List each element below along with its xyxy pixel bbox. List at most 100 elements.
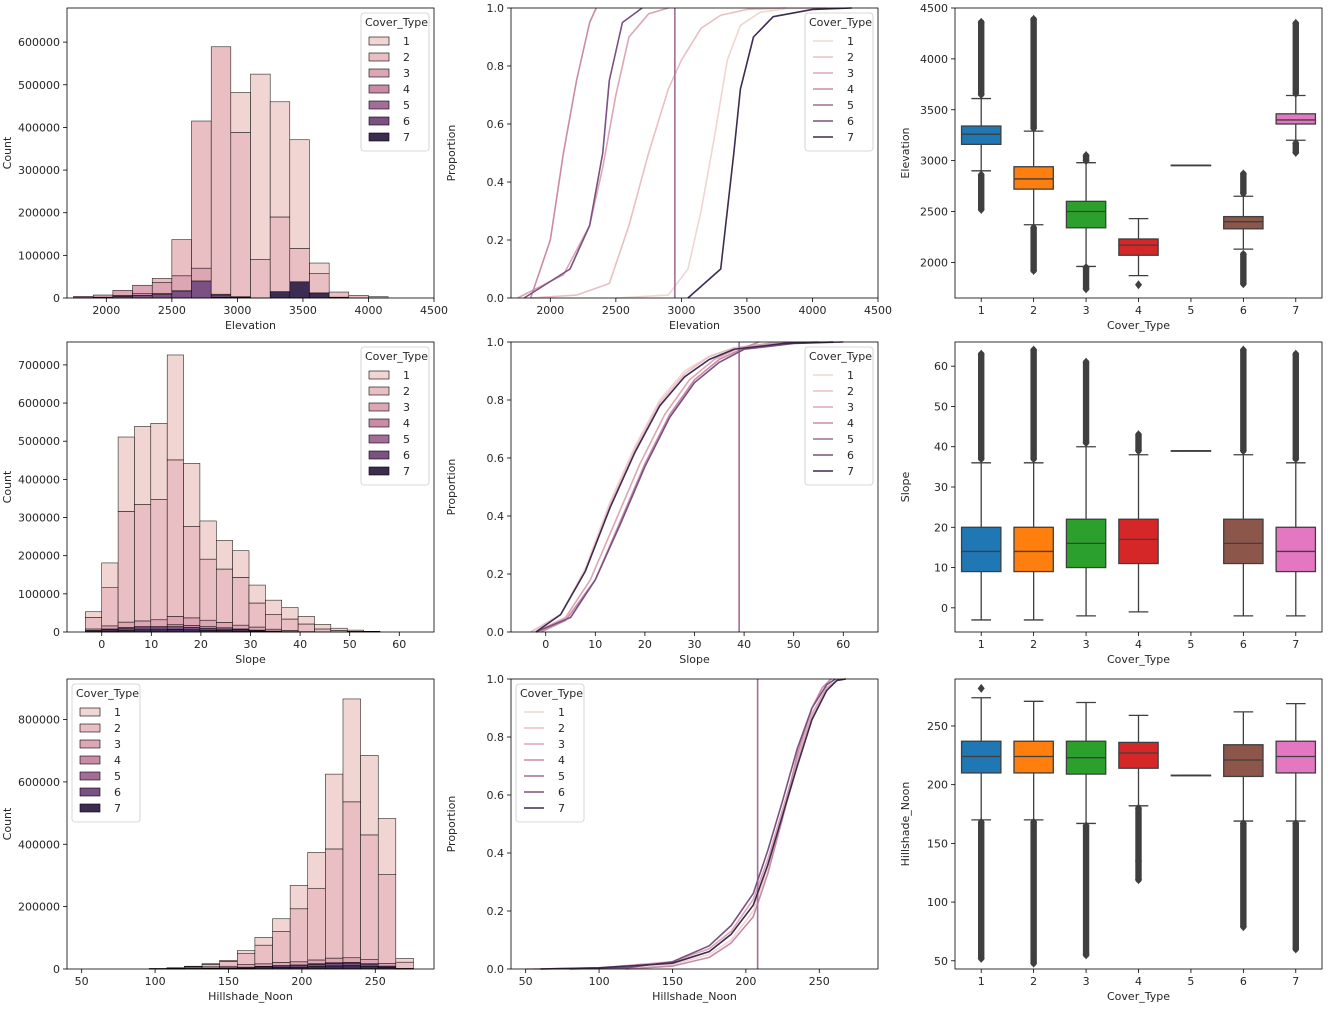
ecdf-elevation-series-7 — [687, 7, 852, 299]
hist-slope-bar — [199, 520, 217, 560]
hist-elevation-bar — [210, 294, 232, 298]
hist-hillshade-bar — [342, 957, 361, 963]
hist-slope-bar — [248, 626, 266, 631]
hist-elevation: 2000 2500 3000 3500 4000 4500 0 100000 200000 300… — [1, 7, 448, 332]
box-hillshade-flier — [1135, 875, 1142, 885]
box-elevation-xtick-label: 4 — [1135, 304, 1142, 317]
hist-hillshade-bar — [342, 962, 361, 966]
ecdf-slope-legend-label: 3 — [847, 401, 854, 414]
hist-elevation-ytick-label: 100000 — [18, 249, 60, 262]
hist-hillshade-bar — [325, 965, 344, 970]
hist-hillshade-bar — [272, 931, 291, 963]
hist-hillshade-bar — [201, 964, 220, 968]
hist-slope-bar — [199, 558, 217, 621]
hist-elevation-bar — [269, 216, 291, 292]
hist-slope-ytick-label: 700000 — [18, 359, 60, 372]
box-hillshade-xtick-label: 7 — [1292, 975, 1299, 988]
hist-hillshade-bar — [342, 698, 361, 803]
hist-slope-bar — [232, 624, 250, 630]
ecdf-elevation-ytick-label: 0.6 — [487, 118, 505, 131]
hist-hillshade-legend-label: 2 — [114, 722, 121, 735]
ecdf-slope-xlabel: Slope — [679, 653, 710, 666]
box-slope-xtick-label: 3 — [1083, 638, 1090, 651]
box-slope-xtick-label: 2 — [1030, 638, 1037, 651]
hist-hillshade-ylabel: Count — [1, 807, 14, 840]
box-elevation-ytick-label: 4000 — [920, 53, 948, 66]
ecdf-elevation-legend-label: 3 — [847, 67, 854, 80]
box-slope-xtick-label: 5 — [1187, 638, 1194, 651]
box-hillshade-flier — [977, 817, 985, 827]
hist-hillshade-bar — [377, 874, 397, 964]
hist-elevation-bar — [132, 293, 153, 296]
ecdf-hillshade-ytick-label: 0.6 — [487, 789, 505, 802]
hist-elevation-frame — [66, 7, 435, 299]
box-elevation-box-1 — [960, 125, 1002, 146]
hist-elevation-xtick-label: 2500 — [158, 304, 186, 317]
hist-slope-xtick-label: 40 — [293, 638, 307, 651]
hist-elevation-legend-swatch — [368, 36, 390, 46]
hist-hillshade-bar — [307, 964, 326, 967]
ecdf-elevation-xtick-label: 2500 — [602, 304, 630, 317]
hist-hillshade-bar — [201, 963, 220, 965]
hist-slope-bar — [101, 587, 119, 627]
hist-hillshade-ytick-label: 0 — [53, 963, 60, 976]
hist-hillshade-bar — [377, 818, 397, 875]
ecdf-slope-xtick-label: 20 — [638, 638, 652, 651]
hist-slope-bar — [183, 627, 201, 630]
ecdf-hillshade-xtick-label: 100 — [589, 975, 610, 988]
hist-slope-bar — [166, 624, 184, 627]
hist-slope-legend-label: 7 — [403, 465, 410, 478]
box-hillshade-box-4 — [1118, 741, 1159, 769]
hist-slope-bar — [166, 626, 184, 630]
ecdf-hillshade: 50 100 150 200 250 0.0 0.2 0.4 0.6 0.8 1.0 Hillshad… — [445, 673, 879, 1003]
hist-slope-legend-title: Cover_Type — [365, 350, 428, 363]
ecdf-hillshade-legend-label: 3 — [558, 738, 565, 751]
hist-slope-bar — [117, 621, 135, 628]
hist-elevation-ytick-label: 600000 — [18, 36, 60, 49]
box-slope-flier-band — [1240, 347, 1247, 454]
hist-elevation-bar — [289, 139, 310, 249]
hist-hillshade-ytick-label: 800000 — [18, 714, 60, 727]
hist-elevation-bar — [191, 267, 212, 282]
hist-hillshade-bar — [395, 958, 414, 963]
box-slope-flier — [1135, 430, 1142, 440]
hist-elevation-ytick-label: 400000 — [18, 121, 60, 134]
ecdf-elevation-ytick-label: 0.2 — [487, 234, 505, 247]
hist-hillshade-ytick-label: 400000 — [18, 838, 60, 851]
ecdf-slope-series-6 — [535, 341, 844, 633]
box-elevation-flier-band — [978, 19, 985, 98]
ecdf-slope-ytick-label: 1.0 — [487, 336, 505, 349]
hist-slope-bar — [248, 602, 266, 628]
box-slope-ytick-label: 10 — [934, 562, 948, 575]
box-elevation-xtick-label: 6 — [1240, 304, 1247, 317]
box-elevation-flier — [1030, 223, 1038, 233]
hist-slope-bar — [265, 599, 282, 615]
hist-slope-bar — [150, 423, 168, 500]
hist-elevation-legend-label: 6 — [403, 115, 410, 128]
ecdf-hillshade-legend-label: 7 — [558, 802, 565, 815]
box-elevation-ytick-label: 3500 — [920, 104, 948, 117]
ecdf-elevation-legend-frame — [804, 12, 874, 152]
hist-elevation-bar — [250, 259, 271, 299]
hist-hillshade-bar — [289, 961, 309, 966]
hist-hillshade-bar — [254, 944, 273, 965]
hist-elevation-bar — [309, 292, 330, 299]
box-elevation-ytick-label: 2500 — [920, 206, 948, 219]
ecdf-elevation-legend-label: 5 — [847, 99, 854, 112]
box-elevation: 1 2 3 4 5 6 7 2000 2500 3000 3500 4000 4500 Cover_Typ… — [899, 2, 1323, 332]
hist-hillshade-bar — [289, 908, 309, 963]
box-hillshade-flier — [1030, 817, 1038, 827]
hist-slope-xlabel: Slope — [235, 653, 266, 666]
hist-elevation-bar — [191, 120, 212, 269]
ecdf-slope-legend-label: 4 — [847, 417, 854, 430]
hist-slope-bar — [199, 627, 217, 631]
box-slope-flier — [1292, 454, 1300, 464]
hist-hillshade-xtick-label: 50 — [75, 975, 89, 988]
ecdf-hillshade-xtick-label: 50 — [519, 975, 533, 988]
ecdf-elevation-series-1 — [615, 7, 826, 299]
hist-elevation-bar — [289, 248, 310, 283]
box-slope-flier-band — [1135, 431, 1142, 454]
hist-hillshade-legend-swatch — [79, 771, 101, 781]
box-hillshade: 1 2 3 4 5 6 7 50 100 150 200 250 Cover_Type Hillshade… — [899, 678, 1323, 1003]
box-elevation-flier — [1292, 147, 1300, 157]
